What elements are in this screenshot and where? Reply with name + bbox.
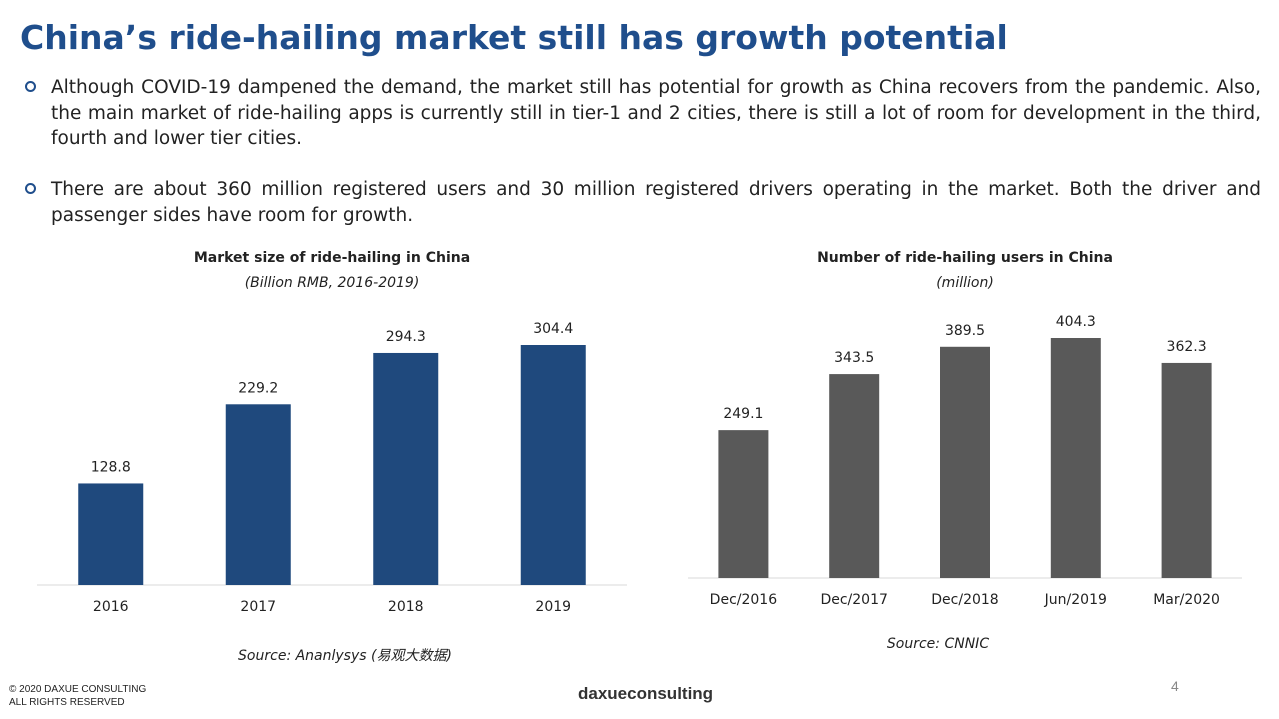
bar (373, 352, 439, 585)
x-tick-label: 2016 (93, 599, 129, 615)
copyright-line: ALL RIGHTS RESERVED (9, 697, 125, 708)
value-label: 249.1 (723, 406, 763, 422)
slide-title: China’s ride-hailing market still has gr… (20, 18, 1008, 57)
copyright: © 2020 DAXUE CONSULTING ALL RIGHTS RESERV… (9, 683, 146, 709)
bullet-text: There are about 360 million registered u… (51, 179, 1261, 226)
x-tick-label: Dec/2016 (710, 592, 778, 608)
x-tick-label: 2017 (240, 599, 276, 615)
chart-title: Number of ride-hailing users in China (817, 250, 1113, 266)
bar (225, 404, 291, 585)
value-label: 229.2 (238, 380, 278, 396)
x-tick-label: 2019 (535, 599, 571, 615)
bullet-marker (25, 183, 36, 194)
source: Source: CNNIC (887, 636, 989, 652)
value-label: 362.3 (1167, 339, 1207, 355)
logo: daxueconsulting (578, 684, 714, 703)
value-label: 389.5 (945, 323, 985, 339)
value-label: 304.4 (533, 321, 573, 337)
bar (829, 374, 880, 578)
source: Source: Ananlysys (易观大数据) (238, 648, 452, 664)
x-tick-label: Dec/2018 (931, 592, 998, 608)
copyright-line: © 2020 DAXUE CONSULTING (9, 684, 147, 695)
x-tick-label: Dec/2017 (820, 592, 887, 608)
chart-subtitle: (million) (936, 275, 994, 291)
bar (1161, 362, 1212, 578)
x-tick-label: Mar/2020 (1153, 592, 1220, 608)
chart-title: Market size of ride-hailing in China (194, 250, 470, 266)
bar (718, 430, 769, 578)
value-label: 404.3 (1056, 314, 1096, 330)
value-label: 294.3 (386, 329, 426, 345)
bar (520, 345, 586, 585)
x-tick-label: Jun/2019 (1044, 592, 1107, 608)
value-label: 128.8 (91, 459, 131, 475)
chart-subtitle: (Billion RMB, 2016-2019) (245, 275, 420, 291)
value-label: 343.5 (834, 350, 874, 366)
bullet-marker (25, 81, 36, 92)
bar (78, 483, 144, 585)
bar (1050, 338, 1101, 578)
bar (940, 346, 990, 578)
bullet-text: Although COVID-19 dampened the demand, t… (51, 77, 1261, 149)
x-tick-label: 2018 (388, 599, 424, 615)
page-number: 4 (1171, 678, 1179, 694)
